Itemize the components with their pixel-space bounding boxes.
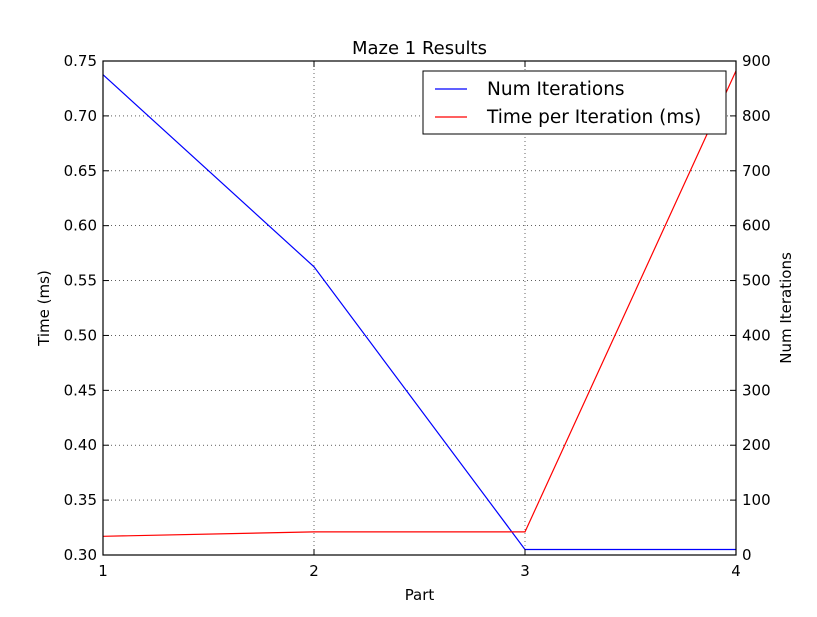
y-right-tick-label: 100 <box>742 491 771 509</box>
x-tick-label: 3 <box>520 562 530 580</box>
x-tick-label: 4 <box>731 562 741 580</box>
y-left-tick-label: 0.75 <box>64 52 97 70</box>
y-right-tick-label: 700 <box>742 162 771 180</box>
legend-box <box>422 70 727 135</box>
y-right-tick-label: 800 <box>742 107 771 125</box>
series-lines <box>102 70 737 551</box>
y-right-tick-label: 600 <box>742 217 771 235</box>
y-right-tick-label: 500 <box>742 272 771 290</box>
y-axis-left-title: Time (ms) <box>35 270 53 347</box>
y-left-tick-label: 0.35 <box>64 491 97 509</box>
legend-label-0: Num Iterations <box>487 79 625 100</box>
plot-area-frame <box>102 60 737 556</box>
legend: Num Iterations Time per Iteration (ms) <box>422 70 727 135</box>
grid-lines <box>103 61 736 555</box>
y-axis-right-title: Num Iterations <box>777 252 795 364</box>
y-left-tick-label: 0.50 <box>64 326 97 344</box>
series-line-1 <box>102 70 737 537</box>
y-left-tick-label: 0.60 <box>64 217 97 235</box>
series-line-0 <box>102 74 736 551</box>
tick-labels: 1 2 3 4 0.30 0.35 0.40 0.45 0.50 0.55 0.60 0.65 0.70… <box>64 52 771 580</box>
y-right-tick-label: 400 <box>742 326 771 344</box>
y-left-tick-label: 0.70 <box>64 107 97 125</box>
y-left-tick-label: 0.65 <box>64 162 97 180</box>
y-right-tick-label: 300 <box>742 381 771 399</box>
y-right-tick-label: 0 <box>742 546 752 564</box>
x-tick-label: 1 <box>98 562 108 580</box>
y-left-tick-label: 0.30 <box>64 546 97 564</box>
legend-label-1: Time per Iteration (ms) <box>486 107 701 128</box>
y-left-tick-label: 0.45 <box>64 381 97 399</box>
x-tick-label: 2 <box>309 562 319 580</box>
y-right-tick-label: 900 <box>742 52 771 70</box>
y-left-tick-label: 0.40 <box>64 436 97 454</box>
chart-title: Maze 1 Results <box>352 38 487 59</box>
x-axis-title: Part <box>405 586 435 604</box>
axis-ticks <box>102 60 737 556</box>
y-right-tick-label: 200 <box>742 436 771 454</box>
y-left-tick-label: 0.55 <box>64 272 97 290</box>
